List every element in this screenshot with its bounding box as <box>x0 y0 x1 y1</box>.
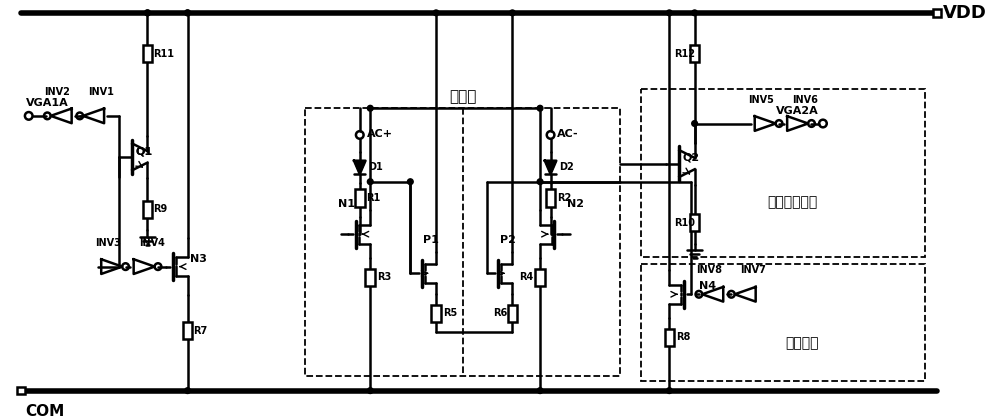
Circle shape <box>185 10 190 16</box>
Circle shape <box>145 10 150 16</box>
Text: R12: R12 <box>674 49 695 59</box>
Text: INV2: INV2 <box>44 87 70 97</box>
Bar <box>355 189 365 207</box>
Circle shape <box>666 10 672 16</box>
Bar <box>143 201 152 218</box>
Text: INV6: INV6 <box>792 94 818 105</box>
Text: AC-: AC- <box>557 129 579 139</box>
Bar <box>17 387 25 394</box>
Text: R1: R1 <box>366 193 381 203</box>
Text: R11: R11 <box>153 49 174 59</box>
Circle shape <box>510 10 515 16</box>
Text: Q1: Q1 <box>135 146 152 156</box>
Text: 逻辑输出电路: 逻辑输出电路 <box>768 195 818 209</box>
Text: R6: R6 <box>493 308 508 318</box>
Text: N1: N1 <box>338 200 355 210</box>
Bar <box>933 9 941 17</box>
Text: INV8: INV8 <box>696 265 722 275</box>
Text: VGA1A: VGA1A <box>26 98 69 108</box>
Bar <box>508 305 517 322</box>
Text: N2: N2 <box>567 200 584 210</box>
Text: N4: N4 <box>699 281 716 291</box>
Bar <box>546 189 555 207</box>
Text: INV3: INV3 <box>95 238 121 248</box>
Text: R4: R4 <box>519 272 533 282</box>
Text: R9: R9 <box>153 205 167 214</box>
Text: VDD: VDD <box>943 4 987 22</box>
Text: INV4: INV4 <box>139 238 165 248</box>
Bar <box>535 268 545 286</box>
Circle shape <box>367 179 373 184</box>
Circle shape <box>666 388 672 394</box>
Text: Q1: Q1 <box>135 146 152 156</box>
Bar <box>641 264 925 381</box>
Circle shape <box>407 179 413 184</box>
Bar <box>690 214 699 231</box>
Circle shape <box>537 105 543 111</box>
Text: AC+: AC+ <box>366 129 392 139</box>
Text: INV1: INV1 <box>88 87 114 97</box>
Bar <box>690 45 699 63</box>
Text: R3: R3 <box>377 272 391 282</box>
Text: R7: R7 <box>193 326 208 336</box>
Circle shape <box>692 121 697 126</box>
Text: 反馈回路: 反馈回路 <box>786 336 819 350</box>
Text: N3: N3 <box>190 254 207 264</box>
Bar <box>143 45 152 63</box>
Circle shape <box>367 105 373 111</box>
Text: R2: R2 <box>557 193 571 203</box>
Circle shape <box>692 10 697 16</box>
Circle shape <box>537 179 543 184</box>
Text: D1: D1 <box>368 163 383 172</box>
Bar <box>641 89 925 257</box>
Bar <box>431 305 441 322</box>
Text: 比较器: 比较器 <box>449 89 476 105</box>
Polygon shape <box>354 161 365 174</box>
Text: COM: COM <box>25 404 64 419</box>
Text: VGA2A: VGA2A <box>776 106 819 116</box>
Polygon shape <box>545 161 556 174</box>
Bar <box>305 108 620 376</box>
Text: P2: P2 <box>500 235 516 245</box>
Circle shape <box>145 10 150 16</box>
Text: Q2: Q2 <box>682 153 699 163</box>
Circle shape <box>433 10 439 16</box>
Bar <box>365 268 375 286</box>
Circle shape <box>185 10 190 16</box>
Bar <box>183 322 192 339</box>
Text: R5: R5 <box>443 308 457 318</box>
Text: R10: R10 <box>674 218 695 228</box>
Circle shape <box>367 388 373 394</box>
Bar <box>665 328 674 346</box>
Circle shape <box>185 388 190 394</box>
Text: D2: D2 <box>559 163 574 172</box>
Text: P1: P1 <box>423 235 439 245</box>
Circle shape <box>537 388 543 394</box>
Text: R8: R8 <box>676 332 690 342</box>
Text: INV5: INV5 <box>748 94 774 105</box>
Text: INV7: INV7 <box>740 265 766 275</box>
